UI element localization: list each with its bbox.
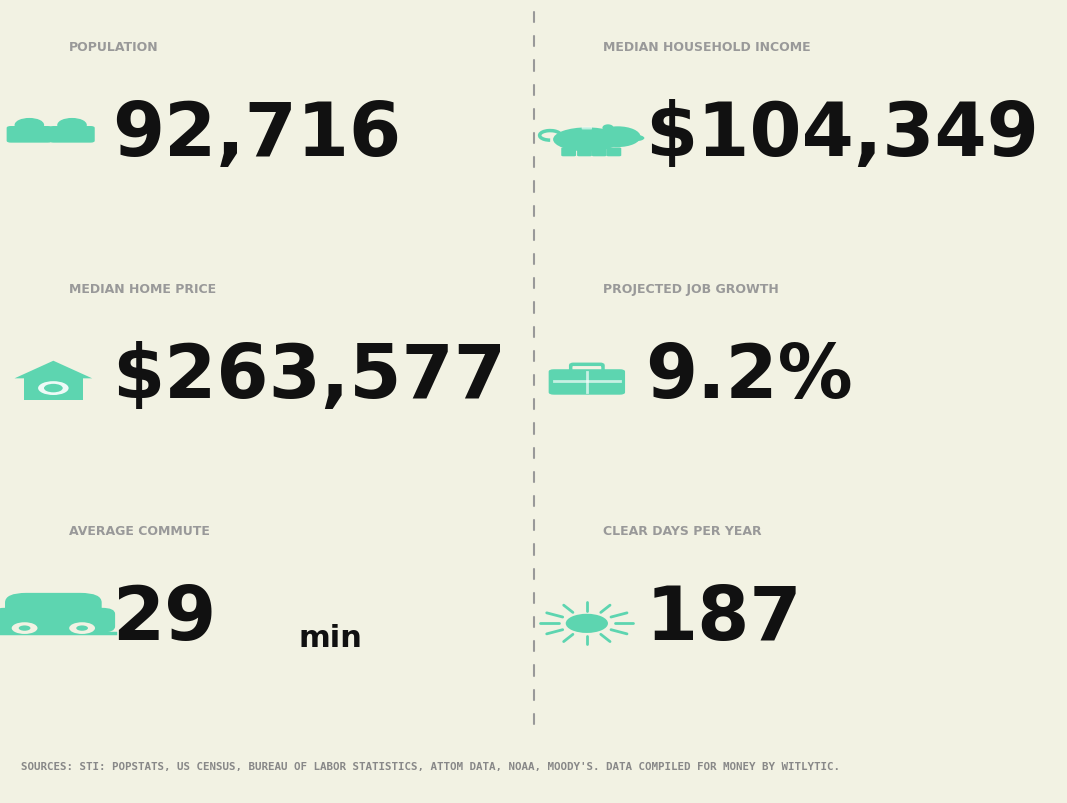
Text: AVERAGE COMMUTE: AVERAGE COMMUTE bbox=[69, 524, 210, 537]
Text: SOURCES: STI: POPSTATS, US CENSUS, BUREAU OF LABOR STATISTICS, ATTOM DATA, NOAA,: SOURCES: STI: POPSTATS, US CENSUS, BUREA… bbox=[21, 760, 841, 771]
Polygon shape bbox=[15, 361, 92, 379]
Circle shape bbox=[58, 120, 86, 132]
Text: 29: 29 bbox=[112, 582, 217, 655]
FancyBboxPatch shape bbox=[49, 127, 95, 144]
Circle shape bbox=[44, 385, 63, 393]
Ellipse shape bbox=[603, 125, 614, 132]
FancyBboxPatch shape bbox=[577, 149, 592, 157]
Circle shape bbox=[76, 626, 87, 631]
Text: PROJECTED JOB GROWTH: PROJECTED JOB GROWTH bbox=[603, 283, 779, 296]
FancyBboxPatch shape bbox=[548, 369, 625, 395]
Text: $104,349: $104,349 bbox=[646, 99, 1039, 172]
Circle shape bbox=[15, 120, 44, 132]
Text: 9.2%: 9.2% bbox=[646, 340, 854, 414]
FancyBboxPatch shape bbox=[5, 593, 101, 624]
Ellipse shape bbox=[553, 128, 621, 152]
FancyBboxPatch shape bbox=[592, 149, 606, 157]
Text: MEDIAN HOUSEHOLD INCOME: MEDIAN HOUSEHOLD INCOME bbox=[603, 41, 811, 54]
FancyBboxPatch shape bbox=[6, 127, 52, 144]
Circle shape bbox=[19, 626, 31, 631]
Circle shape bbox=[38, 381, 68, 396]
FancyBboxPatch shape bbox=[23, 379, 83, 401]
Circle shape bbox=[12, 622, 37, 634]
Text: MEDIAN HOME PRICE: MEDIAN HOME PRICE bbox=[69, 283, 217, 296]
FancyBboxPatch shape bbox=[606, 149, 621, 157]
Circle shape bbox=[566, 614, 608, 633]
Text: $263,577: $263,577 bbox=[112, 340, 506, 414]
Text: POPULATION: POPULATION bbox=[69, 41, 159, 54]
FancyBboxPatch shape bbox=[0, 608, 115, 633]
Text: 187: 187 bbox=[646, 582, 802, 655]
Text: 92,716: 92,716 bbox=[112, 99, 401, 172]
Text: min: min bbox=[299, 624, 363, 653]
Circle shape bbox=[594, 127, 640, 148]
FancyBboxPatch shape bbox=[582, 128, 592, 130]
Ellipse shape bbox=[626, 136, 644, 142]
Text: CLEAR DAYS PER YEAR: CLEAR DAYS PER YEAR bbox=[603, 524, 762, 537]
FancyBboxPatch shape bbox=[561, 149, 576, 157]
Circle shape bbox=[69, 622, 95, 634]
